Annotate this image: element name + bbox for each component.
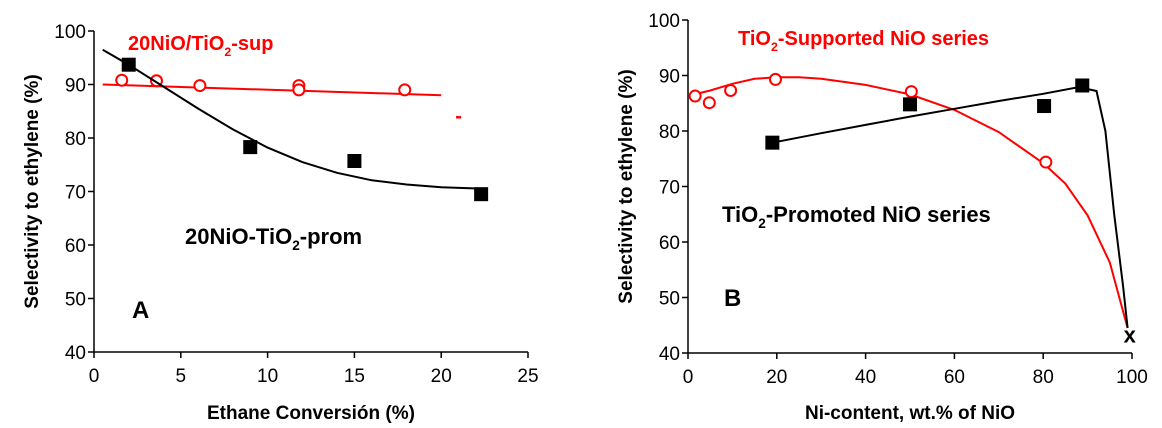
fit-curve [692, 76, 1129, 329]
panel-letter: A [132, 297, 149, 324]
x-tick-label: 5 [176, 366, 187, 387]
y-axis-label: Selectivity to ethylene (%) [22, 74, 43, 308]
y-tick-label: 50 [65, 290, 86, 311]
y-tick-label: 40 [65, 343, 86, 364]
data-point [688, 89, 702, 103]
x-tick-label: 0 [683, 367, 694, 388]
data-point [398, 83, 412, 97]
data-point [768, 72, 782, 86]
y-tick-label: 90 [65, 76, 86, 97]
chart-panel-b: 0 20 40 60 80 100 40 50 60 70 80 90 100 Ni-content, w… [616, 11, 1148, 424]
data-point [1039, 155, 1053, 169]
y-tick-label: 100 [54, 22, 86, 43]
y-tick-label: 80 [659, 122, 680, 143]
data-point [292, 83, 306, 97]
y-tick-label: 100 [648, 11, 680, 32]
series-label: 20NiO/TiO2-sup [128, 33, 273, 59]
y-axis-label: Selectivity to ethylene (%) [616, 69, 637, 303]
stray-marker: - [455, 106, 462, 128]
fit-curve [102, 48, 485, 190]
y-tick-label: 80 [65, 129, 86, 150]
data-point [702, 96, 716, 110]
data-point [724, 83, 738, 97]
data-point [903, 97, 917, 112]
data-point [1075, 78, 1090, 93]
y-tick-label: 70 [659, 178, 680, 199]
x-tick-label: 20 [766, 367, 787, 388]
x-axis-label: Ethane Conversión (%) [207, 403, 415, 424]
y-tick-label: 90 [659, 67, 680, 88]
data-point [904, 85, 918, 99]
x-tick-label: 100 [1116, 367, 1148, 388]
data-point [1037, 99, 1052, 114]
x-tick-label: 20 [431, 366, 452, 387]
y-tick-label: 60 [659, 233, 680, 254]
y-tick-label: 50 [659, 289, 680, 310]
x-tick-label: 15 [344, 366, 365, 387]
series-label: TiO2-Promoted NiO series [722, 202, 991, 231]
x-tick-label: 0 [89, 366, 100, 387]
x-tick-label: 10 [257, 366, 278, 387]
x-tick-label: 40 [855, 367, 876, 388]
data-point [347, 154, 362, 169]
x-axis-label: Ni-content, wt.% of NiO [805, 403, 1015, 424]
data-point [243, 140, 258, 155]
panel-letter: B [724, 285, 741, 312]
y-tick-label: 70 [65, 183, 86, 204]
end-marker: x [1124, 322, 1137, 347]
data-point [193, 79, 207, 93]
chart-panel-a: 0 5 10 15 20 25 40 50 60 70 80 90 100 Ethane Conversi… [22, 22, 539, 424]
data-point [115, 73, 129, 87]
x-tick-label: 25 [517, 366, 538, 387]
series-label: 20NiO-TiO2-prom [185, 224, 362, 253]
series-label: TiO2-Supported NiO series [738, 28, 989, 54]
y-tick-label: 40 [659, 344, 680, 365]
y-tick-label: 60 [65, 236, 86, 257]
fit-curve [772, 86, 1129, 329]
data-point [765, 135, 780, 150]
data-point [121, 57, 136, 72]
data-point [474, 187, 489, 202]
x-tick-label: 60 [944, 367, 965, 388]
x-tick-label: 80 [1033, 367, 1054, 388]
